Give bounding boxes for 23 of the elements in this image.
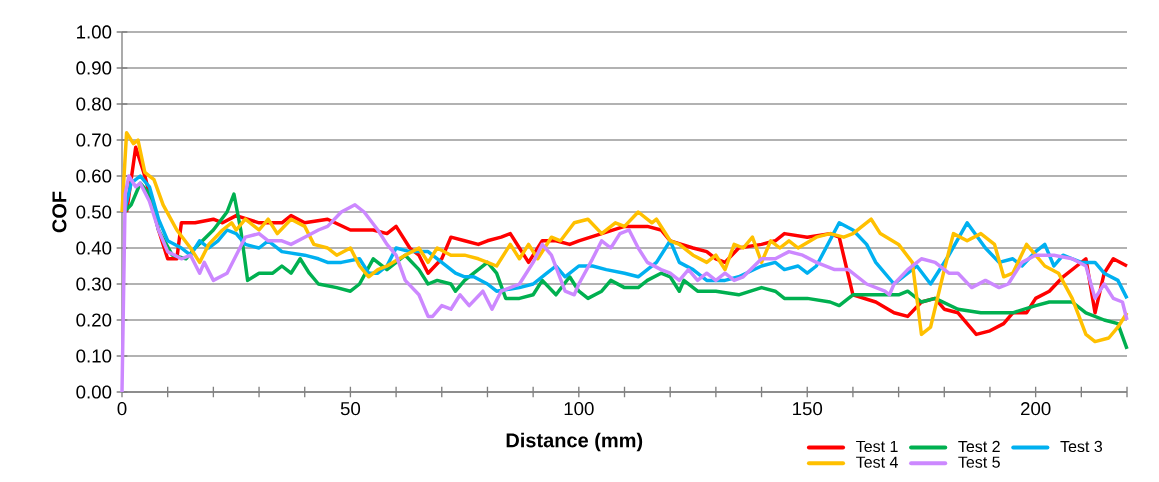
y-tick-label: 0.40: [76, 241, 112, 255]
y-tick-label: 0.60: [76, 169, 112, 183]
y-tick-label: 0.70: [76, 133, 112, 147]
y-tick-label: 0.50: [76, 205, 112, 219]
y-tick-label: 0.20: [76, 313, 112, 327]
legend-label: Test 4: [856, 456, 898, 468]
legend-label: Test 5: [958, 456, 1000, 468]
y-tick-label: 0.00: [76, 385, 112, 399]
legend-label: Test 3: [1060, 440, 1103, 453]
x-tick-label: 50: [340, 402, 361, 416]
x-tick-label: 100: [564, 402, 594, 416]
x-tick-label: 150: [793, 402, 823, 416]
y-axis-title: COF: [52, 191, 67, 233]
x-axis-title: Distance (mm): [506, 432, 643, 452]
legend-label: Test 2: [958, 440, 1000, 453]
x-tick-label: 200: [1021, 402, 1051, 416]
y-tick-label: 1.00: [77, 25, 112, 39]
y-tick-label: 0.80: [76, 97, 112, 111]
y-tick-label: 0.30: [76, 277, 112, 291]
y-tick-label: 0.10: [76, 349, 112, 363]
y-tick-label: 0.90: [76, 61, 112, 75]
x-tick-label: 0: [117, 402, 127, 416]
legend-label: Test 1: [856, 440, 898, 453]
